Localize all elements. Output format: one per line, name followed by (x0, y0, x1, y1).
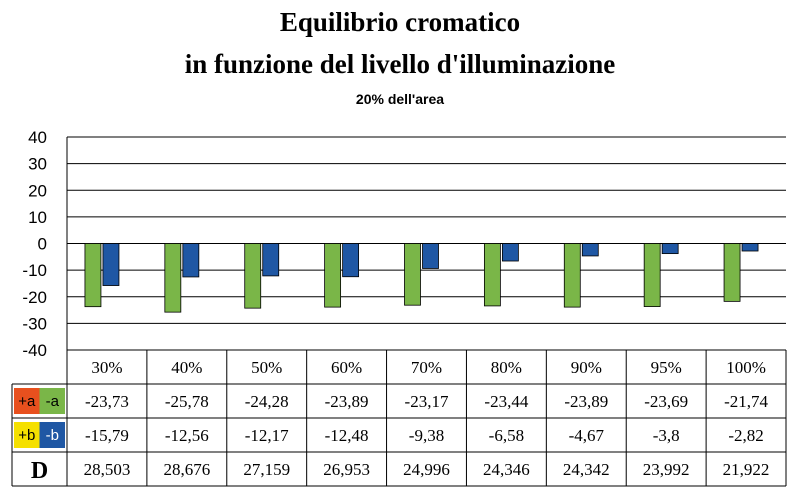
data-label: -15,79 (85, 426, 129, 445)
data-label: -23,73 (85, 392, 129, 411)
bar-a-6 (563, 243, 581, 308)
d-value: 26,953 (323, 460, 370, 479)
chart-title-line-2: in funzione del livello d'illuminazione (185, 49, 616, 79)
d-value: 28,676 (163, 460, 210, 479)
data-label: -12,17 (245, 426, 289, 445)
data-label: -6,58 (489, 426, 524, 445)
y-tick-label: 40 (28, 128, 47, 147)
y-tick-label: 30 (28, 155, 47, 174)
data-label: -12,48 (325, 426, 369, 445)
bar-b-4 (422, 243, 439, 269)
legend-swatch-negative (39, 422, 65, 448)
d-value: 24,346 (483, 460, 530, 479)
data-label: -24,28 (245, 392, 289, 411)
legend-label-positive: +a (18, 393, 36, 410)
data-label: -23,44 (484, 392, 528, 411)
bar-a-2 (244, 243, 262, 309)
data-label: -23,69 (644, 392, 688, 411)
category-label: 80% (491, 358, 522, 377)
bar-b-7 (661, 243, 679, 255)
d-value: 21,922 (723, 460, 770, 479)
data-label: -9,38 (409, 426, 444, 445)
category-label: 60% (331, 358, 362, 377)
chart-subtitle: 20% dell'area (356, 91, 444, 107)
bar-a-0 (84, 243, 102, 308)
y-tick-label: -40 (22, 341, 47, 360)
category-label: 40% (171, 358, 202, 377)
y-axis-ticks: 40 30 20 10 0 -10 -20 -30 -40 (22, 128, 47, 360)
data-label: -23,17 (405, 392, 449, 411)
legend-label-positive: +b (18, 427, 35, 444)
legend-label-negative: -a (46, 393, 60, 410)
data-label: -3,8 (653, 426, 680, 445)
bar-b-3 (342, 243, 360, 278)
legend-swatch-negative (39, 388, 65, 414)
bars (84, 243, 759, 313)
bar-b-1 (182, 243, 200, 278)
d-value: 28,503 (84, 460, 131, 479)
data-table: 30% 40% 50% 60% 70% 80% 90% 95% 100% -23,73 -25,78… (11, 349, 787, 487)
category-label: 50% (251, 358, 282, 377)
y-tick-label: -20 (22, 288, 47, 307)
chart-title-line-1: Equilibrio cromatico (280, 7, 520, 37)
bar-a-5 (483, 243, 501, 307)
category-label: 70% (411, 358, 442, 377)
bar-b-6 (581, 243, 599, 257)
category-label: 30% (91, 358, 122, 377)
legend-swatch-positive (14, 422, 40, 448)
y-tick-label: 20 (28, 181, 47, 200)
d-value: 27,159 (243, 460, 290, 479)
bar-b-5 (501, 243, 519, 262)
bar-a-7 (643, 243, 661, 307)
d-value: 24,342 (563, 460, 610, 479)
d-value: 24,996 (403, 460, 450, 479)
y-tick-label: -10 (22, 261, 47, 280)
data-label: -23,89 (325, 392, 369, 411)
y-tick-label: -30 (22, 314, 47, 333)
data-label: -21,74 (724, 392, 768, 411)
category-label: 95% (651, 358, 682, 377)
y-tick-label: 0 (38, 235, 47, 254)
data-label: -4,67 (569, 426, 605, 445)
bar-a-3 (324, 243, 342, 308)
legend-label-negative: -b (46, 427, 59, 444)
bar-b-2 (262, 243, 280, 277)
d-value: 23,992 (643, 460, 690, 479)
data-label: -25,78 (165, 392, 209, 411)
bar-a-8 (723, 243, 741, 302)
data-label: -2,82 (728, 426, 763, 445)
data-label: -23,89 (564, 392, 608, 411)
bar-a-4 (404, 243, 421, 306)
legend-swatch-positive (14, 388, 40, 414)
bar-a-1 (164, 243, 182, 313)
category-label: 100% (726, 358, 766, 377)
y-tick-label: 10 (28, 208, 47, 227)
data-label: -12,56 (165, 426, 209, 445)
d-row-label: D (31, 458, 48, 484)
category-label: 90% (571, 358, 602, 377)
bar-b-8 (741, 243, 759, 252)
bar-b-0 (102, 243, 120, 286)
